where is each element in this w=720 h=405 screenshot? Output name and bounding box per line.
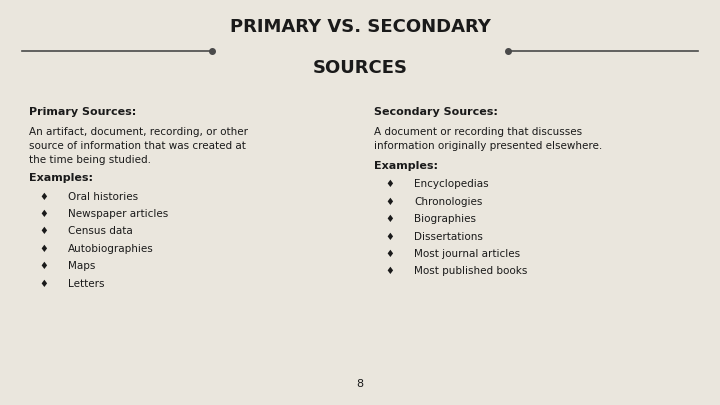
Text: Most published books: Most published books xyxy=(414,266,527,277)
Text: Letters: Letters xyxy=(68,279,105,289)
Text: Encyclopedias: Encyclopedias xyxy=(414,179,489,190)
Text: Maps: Maps xyxy=(68,261,96,271)
Text: ♦: ♦ xyxy=(385,179,394,190)
Text: ♦: ♦ xyxy=(40,209,48,219)
Text: An artifact, document, recording, or other
source of information that was create: An artifact, document, recording, or oth… xyxy=(29,127,248,165)
Text: A document or recording that discusses
information originally presented elsewher: A document or recording that discusses i… xyxy=(374,127,603,151)
Text: Biographies: Biographies xyxy=(414,214,476,224)
Text: ♦: ♦ xyxy=(385,232,394,242)
Text: ♦: ♦ xyxy=(40,192,48,202)
Text: Examples:: Examples: xyxy=(29,173,93,183)
Text: Chronologies: Chronologies xyxy=(414,197,482,207)
Text: Oral histories: Oral histories xyxy=(68,192,138,202)
Text: Newspaper articles: Newspaper articles xyxy=(68,209,168,219)
Text: Most journal articles: Most journal articles xyxy=(414,249,520,259)
Text: ♦: ♦ xyxy=(385,249,394,259)
Text: 8: 8 xyxy=(356,379,364,389)
Text: Examples:: Examples: xyxy=(374,161,438,171)
Text: ♦: ♦ xyxy=(40,226,48,237)
Text: ♦: ♦ xyxy=(40,261,48,271)
Text: ♦: ♦ xyxy=(385,197,394,207)
Text: ♦: ♦ xyxy=(385,214,394,224)
Text: ♦: ♦ xyxy=(40,244,48,254)
Text: Secondary Sources:: Secondary Sources: xyxy=(374,107,498,117)
Text: Primary Sources:: Primary Sources: xyxy=(29,107,136,117)
Text: Autobiographies: Autobiographies xyxy=(68,244,154,254)
Text: ♦: ♦ xyxy=(40,279,48,289)
Text: Dissertations: Dissertations xyxy=(414,232,483,242)
Text: PRIMARY VS. SECONDARY: PRIMARY VS. SECONDARY xyxy=(230,18,490,36)
Text: ♦: ♦ xyxy=(385,266,394,277)
Text: Census data: Census data xyxy=(68,226,133,237)
Text: SOURCES: SOURCES xyxy=(312,59,408,77)
